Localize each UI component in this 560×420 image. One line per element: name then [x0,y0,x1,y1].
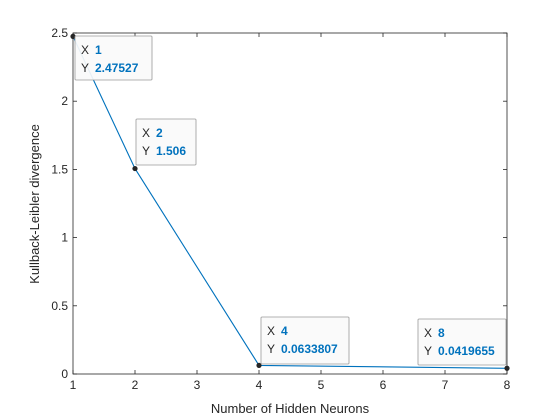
datatip-y-key: Y [424,344,432,358]
datatip-x-value: 1 [95,43,102,57]
datatip-y-value: 2.47527 [95,61,139,75]
datatip-box [417,318,507,366]
data-point [70,33,76,39]
data-point [256,362,262,368]
datatip-x-key: X [424,326,432,340]
x-tick-label: 5 [318,378,325,392]
x-tick-label: 2 [132,378,139,392]
datatip-box [135,118,197,166]
datatip-x-key: X [81,43,89,57]
x-tick-label: 1 [70,378,77,392]
datatip-y-value: 0.0633807 [281,342,338,356]
series-line [72,36,508,369]
datatip-y-key: Y [267,342,275,356]
datatip-y-key: Y [81,61,89,75]
datatip-x-value: 8 [438,326,445,340]
y-tick-label: 0.5 [51,299,68,313]
data-point [504,365,510,371]
data-point [132,165,138,172]
y-tick-label: 2.5 [51,26,68,40]
x-axis-label: Number of Hidden Neurons [211,401,370,416]
y-tick-label: 1.5 [51,162,68,176]
datatip-x-key: X [142,126,150,140]
datatip-x-value: 2 [156,126,163,140]
datatip-box [74,35,153,81]
datatip-x-value: 4 [281,324,288,338]
y-tick-label: 0 [61,367,68,381]
datatip-y-value: 1.506 [156,144,186,158]
datatip-box [260,316,350,365]
x-tick-label: 7 [442,378,449,392]
x-tick-label: 8 [504,378,511,392]
datatip-y-key: Y [142,144,150,158]
x-tick-label: 4 [256,378,263,392]
x-tick-label: 3 [194,378,201,392]
y-tick-label: 1 [61,231,68,245]
x-tick-label: 6 [380,378,387,392]
datatip-y-value: 0.0419655 [438,344,495,358]
datatip-x-key: X [267,324,275,338]
y-axis-label: Kullback-Leibler divergence [27,124,42,284]
y-tick-label: 2 [61,94,68,108]
